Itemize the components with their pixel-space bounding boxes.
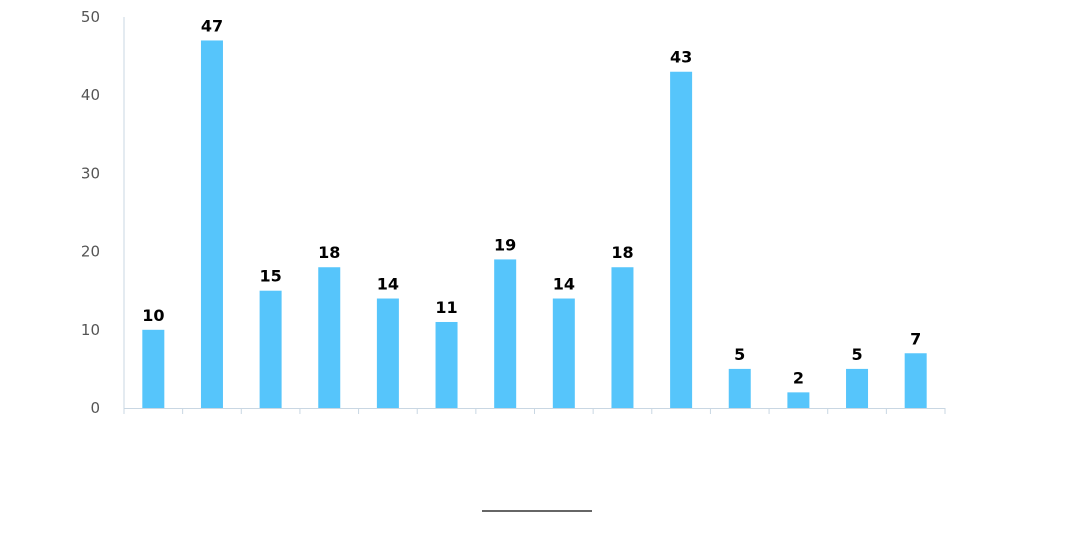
data-label: 47 [201,16,223,35]
data-label: 14 [553,275,575,294]
bar [142,329,165,408]
data-labels: 10 47 15 18 14 11 19 14 18 43 5 2 5 7 [142,16,921,387]
data-label: 43 [670,48,692,67]
y-tick-label: 40 [81,86,100,104]
bar [787,392,810,408]
data-label: 11 [435,298,457,317]
data-label: 2 [793,368,804,387]
data-label: 5 [734,345,745,364]
y-tick-label: 0 [90,399,100,417]
y-tick-label: 30 [81,164,100,182]
bar [611,267,634,408]
bar [200,40,223,409]
data-label: 10 [142,306,164,325]
bar [318,267,341,408]
bar [494,259,517,408]
bar [904,353,927,408]
data-label: 15 [259,267,281,286]
bar [670,71,693,409]
bar [259,290,282,408]
bars [142,40,927,409]
data-label: 18 [611,243,633,262]
data-label: 5 [851,345,862,364]
y-tick-label: 50 [81,8,100,26]
data-label: 18 [318,243,340,262]
bar [846,368,869,408]
data-label: 14 [377,275,399,294]
y-tick-label: 10 [81,321,100,339]
data-label: 7 [910,329,921,348]
bar [435,321,458,408]
bar [552,298,575,408]
data-label: 19 [494,235,516,254]
bar [376,298,399,408]
y-tick-label: 20 [81,243,100,261]
y-axis-ticks: 0 10 20 30 40 50 [81,8,100,417]
bar [728,368,751,408]
